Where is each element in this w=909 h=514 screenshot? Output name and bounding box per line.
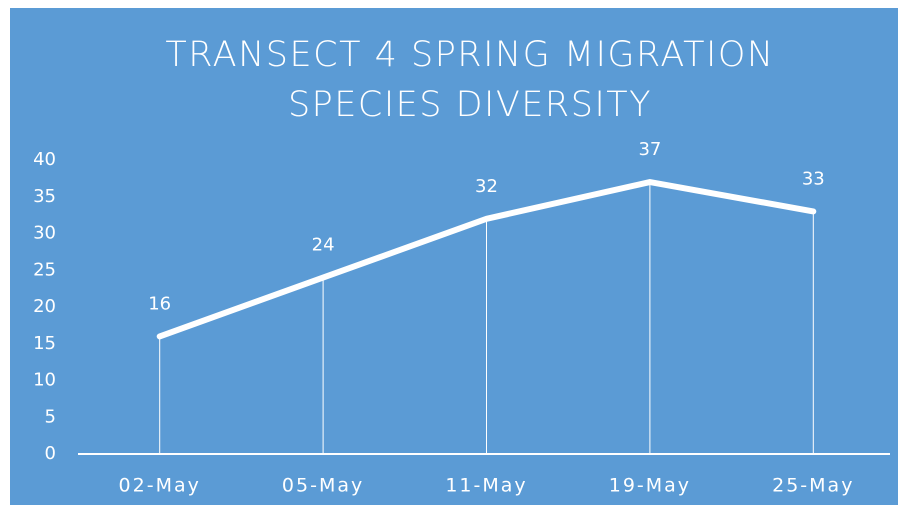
data-label: 33 <box>802 168 825 189</box>
y-tick-label: 20 <box>33 296 56 317</box>
data-label: 16 <box>148 293 171 314</box>
data-label: 37 <box>638 139 661 160</box>
x-tick-label: 05-May <box>282 475 364 497</box>
y-tick-label: 15 <box>33 333 56 354</box>
y-tick-label: 5 <box>45 406 56 427</box>
y-tick-label: 40 <box>33 149 56 170</box>
data-label: 24 <box>312 235 335 256</box>
line-series <box>156 179 817 340</box>
y-tick-label: 25 <box>33 259 56 280</box>
y-tick-label: 30 <box>33 223 56 244</box>
x-tick-label: 11-May <box>445 475 527 497</box>
y-tick-label: 0 <box>45 443 56 464</box>
x-tick-label: 25-May <box>772 475 854 497</box>
chart-background <box>10 8 898 505</box>
data-label: 32 <box>475 176 498 197</box>
x-tick-label: 19-May <box>609 475 691 497</box>
y-tick-label: 10 <box>33 370 56 391</box>
chart-title: TRANSECT 4 SPRING MIGRATION SPECIES DIVE… <box>165 35 775 125</box>
x-tick-label: 02-May <box>119 475 201 497</box>
y-tick-label: 35 <box>33 186 56 207</box>
